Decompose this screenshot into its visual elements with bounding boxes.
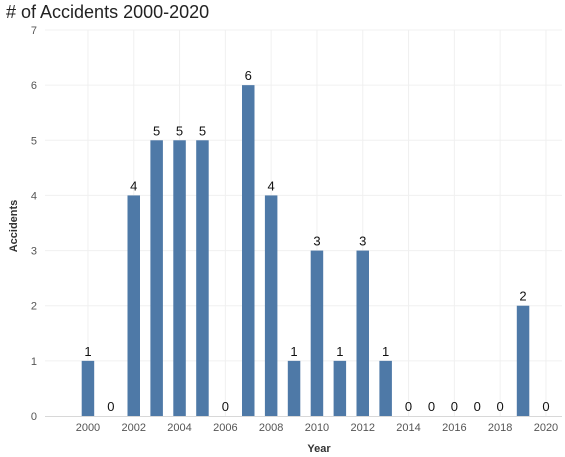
data-label: 6 bbox=[245, 68, 252, 83]
x-tick-label: 2018 bbox=[488, 422, 512, 434]
chart-title: # of Accidents 2000-2020 bbox=[6, 2, 210, 22]
data-label: 0 bbox=[542, 399, 549, 414]
data-label: 0 bbox=[428, 399, 435, 414]
y-axis-ticks: 0 1 2 3 4 5 6 7 bbox=[31, 25, 37, 423]
bar bbox=[379, 360, 392, 416]
x-tick-label: 2000 bbox=[76, 422, 100, 434]
data-label: 3 bbox=[359, 234, 366, 249]
x-tick-label: 2008 bbox=[259, 422, 283, 434]
y-tick-label: 5 bbox=[31, 135, 37, 147]
bar-series bbox=[81, 85, 530, 417]
bar bbox=[287, 360, 301, 416]
data-label: 0 bbox=[222, 399, 229, 414]
x-tick-label: 2002 bbox=[122, 422, 146, 434]
x-tick-label: 2012 bbox=[351, 422, 375, 434]
x-tick-label: 2014 bbox=[396, 422, 420, 434]
bar bbox=[333, 360, 347, 416]
y-tick-label: 7 bbox=[31, 25, 37, 37]
data-label: 0 bbox=[474, 399, 481, 414]
bar bbox=[173, 140, 186, 417]
data-label: 1 bbox=[336, 344, 343, 359]
y-tick-label: 2 bbox=[31, 301, 37, 313]
y-tick-label: 6 bbox=[31, 80, 37, 92]
x-tick-label: 2004 bbox=[167, 422, 191, 434]
data-label: 0 bbox=[107, 399, 114, 414]
y-tick-label: 0 bbox=[31, 411, 37, 423]
data-label: 0 bbox=[497, 399, 504, 414]
data-label: 4 bbox=[130, 178, 137, 193]
data-label: 5 bbox=[199, 123, 206, 138]
y-tick-label: 1 bbox=[31, 356, 37, 368]
data-label: 1 bbox=[382, 344, 389, 359]
bar bbox=[310, 250, 324, 416]
data-label: 5 bbox=[153, 123, 160, 138]
bar bbox=[356, 250, 369, 416]
bar bbox=[242, 85, 255, 417]
data-labels: 1 0 4 5 5 5 0 6 4 1 3 1 3 1 0 0 0 0 0 2 0 bbox=[84, 68, 549, 414]
data-label: 0 bbox=[405, 399, 412, 414]
y-tick-label: 4 bbox=[31, 190, 37, 202]
x-tick-label: 2010 bbox=[305, 422, 329, 434]
data-label: 3 bbox=[313, 234, 320, 249]
x-tick-label: 2016 bbox=[442, 422, 466, 434]
bar bbox=[127, 195, 140, 416]
data-label: 2 bbox=[519, 289, 526, 304]
data-label: 4 bbox=[268, 178, 275, 193]
y-tick-label: 3 bbox=[31, 246, 37, 258]
grid-lines bbox=[45, 29, 562, 416]
data-label: 5 bbox=[176, 123, 183, 138]
bar bbox=[264, 195, 278, 416]
data-label: 1 bbox=[84, 344, 91, 359]
x-tick-label: 2020 bbox=[534, 422, 558, 434]
bar bbox=[150, 140, 163, 417]
data-label: 1 bbox=[290, 344, 297, 359]
x-tick-label: 2006 bbox=[213, 422, 237, 434]
x-axis-ticks: 2000 2002 2004 2006 2008 2010 2012 2014 2016 2018… bbox=[76, 422, 558, 434]
bar bbox=[81, 360, 95, 416]
bar bbox=[516, 305, 530, 416]
x-axis-label: Year bbox=[307, 443, 331, 455]
y-axis-label: Accidents bbox=[8, 200, 20, 253]
data-label: 0 bbox=[451, 399, 458, 414]
bar bbox=[196, 140, 209, 417]
